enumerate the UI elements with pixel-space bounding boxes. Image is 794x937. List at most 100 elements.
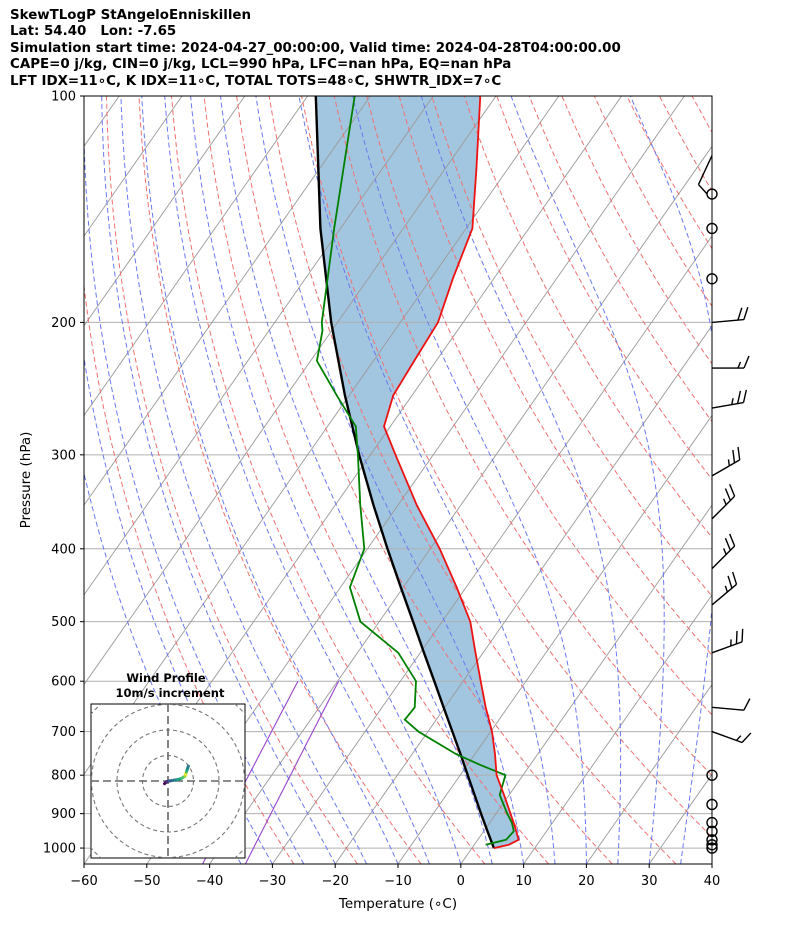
hodograph-subtitle: 10m/s increment: [116, 686, 225, 700]
wind-barb-calm: [706, 816, 718, 829]
plot-area: [84, 96, 794, 864]
isotherm-line: [84, 96, 434, 596]
wind-barb-calm: [706, 769, 718, 781]
x-tick-label: −10: [384, 874, 411, 889]
isotherm-line: [84, 96, 308, 417]
wind-barb-calm: [706, 273, 718, 285]
moist-adiabat-line: [141, 96, 399, 864]
x-tick-label: −50: [133, 874, 160, 889]
hodograph-title: Wind Profile: [126, 671, 206, 685]
dry-adiabat-line: [106, 96, 358, 864]
wind-barb-calm: [706, 842, 718, 854]
wind-barb-calm: [706, 798, 718, 811]
moist-adiabat-line: [220, 96, 493, 864]
moist-adiabat-line: [190, 96, 462, 864]
moist-adiabat-line: [120, 96, 368, 864]
dry-adiabat-line: [528, 96, 712, 423]
x-tick-label: 10: [515, 874, 532, 889]
wind-barb: [711, 483, 736, 520]
dry-adiabat-line: [301, 96, 712, 838]
parcel-profile-line: [314, 96, 496, 849]
isotherm-line: [84, 96, 371, 506]
x-tick-label: −20: [321, 874, 348, 889]
y-tick-label: 800: [51, 769, 76, 784]
y-tick-label: 600: [51, 675, 76, 690]
dry-adiabat-line: [268, 96, 677, 864]
wind-barb-calm: [706, 222, 718, 235]
dry-adiabat-line: [790, 96, 794, 864]
moist-adiabat-line: [164, 96, 430, 864]
isotherm-line: [648, 773, 712, 864]
y-tick-label: 900: [51, 807, 76, 822]
isotherm-line: [84, 96, 497, 686]
cape-shading: [315, 96, 519, 849]
dry-adiabat-line: [463, 96, 712, 539]
wind-barbs: [697, 155, 752, 854]
y-tick-label: 500: [51, 615, 76, 630]
wind-barb-calm: [706, 839, 718, 851]
moist-adiabat-line: [420, 96, 622, 864]
dry-adiabat-line: [431, 96, 712, 597]
isotherm-line: [84, 96, 246, 327]
y-tick-label: 100: [51, 90, 76, 105]
dry-adiabat-line: [138, 96, 422, 864]
dry-adiabat-line: [691, 96, 712, 134]
dry-adiabat-line: [593, 96, 712, 308]
wind-barb: [711, 446, 741, 477]
mixing-ratio-line: [244, 680, 340, 864]
hodograph-segment: [186, 764, 190, 770]
moist-adiabat-line: [101, 96, 336, 864]
isotherm-line: [711, 863, 712, 864]
axes: −60 −50 −40 −30 −20 −10 0 10 20 30 40 100 200 300 400 5…: [43, 90, 720, 890]
dry-adiabat-line: [236, 96, 613, 864]
x-tick-label: −30: [259, 874, 286, 889]
wind-barb-calm: [706, 834, 718, 846]
dry-adiabat-line: [725, 96, 794, 864]
dry-adiabat-line: [626, 96, 712, 250]
wind-barb: [711, 533, 736, 570]
chart-header: SkewTLogP StAngeloEnniskillen Lat: 54.40 …: [10, 8, 621, 90]
isotherm-line: [460, 504, 712, 864]
temperature-line: [383, 96, 520, 849]
dry-adiabat-line: [171, 96, 486, 864]
parameters-line: CAPE=0 j/kg, CIN=0 j/kg, LCL=990 hPa, LF…: [10, 57, 512, 73]
wind-barb-calm: [706, 825, 718, 838]
isotherm-line: [272, 235, 712, 864]
moist-adiabat-line: [84, 108, 305, 864]
isotherm-line: [209, 145, 712, 864]
moist-adiabat-line: [510, 96, 665, 864]
dry-adiabat-line: [757, 96, 794, 864]
moist-adiabat-line: [84, 355, 273, 864]
wind-barb: [711, 730, 752, 744]
wind-barb: [697, 155, 713, 195]
dewpoint-line: [315, 96, 515, 846]
y-axis-label: Pressure (hPa): [18, 432, 34, 529]
isotherm-line: [586, 683, 712, 864]
wind-barb: [711, 571, 738, 606]
dry-adiabat-line: [561, 96, 712, 365]
chart-title: SkewTLogP StAngeloEnniskillen: [10, 8, 252, 23]
x-tick-label: 40: [704, 874, 721, 889]
indices-line: LFT IDX=11∘C, K IDX=11∘C, TOTAL TOTS=48∘…: [10, 73, 502, 89]
location-line: Lat: 54.40 Lon: -7.65: [10, 24, 177, 40]
isotherm-line: [775, 96, 794, 864]
x-tick-label: −40: [196, 874, 223, 889]
y-tick-label: 700: [51, 725, 76, 740]
isotherm-line: [84, 96, 183, 237]
wind-barb: [711, 307, 749, 324]
hodograph-area: [91, 704, 245, 858]
isotherm-line: [397, 414, 712, 864]
dry-adiabat-line: [203, 96, 549, 864]
isotherm-line: [523, 594, 712, 864]
wind-barb: [712, 355, 750, 369]
x-tick-label: 30: [641, 874, 658, 889]
moist-adiabat-line: [629, 96, 712, 864]
x-tick-label: 0: [457, 874, 465, 889]
x-tick-label: −60: [70, 874, 97, 889]
y-tick-label: 1000: [43, 842, 76, 857]
wind-barb: [711, 698, 751, 711]
y-tick-label: 300: [51, 448, 76, 463]
time-line: Simulation start time: 2024-04-27_00:00:…: [10, 40, 621, 56]
y-tick-label: 400: [51, 542, 76, 557]
